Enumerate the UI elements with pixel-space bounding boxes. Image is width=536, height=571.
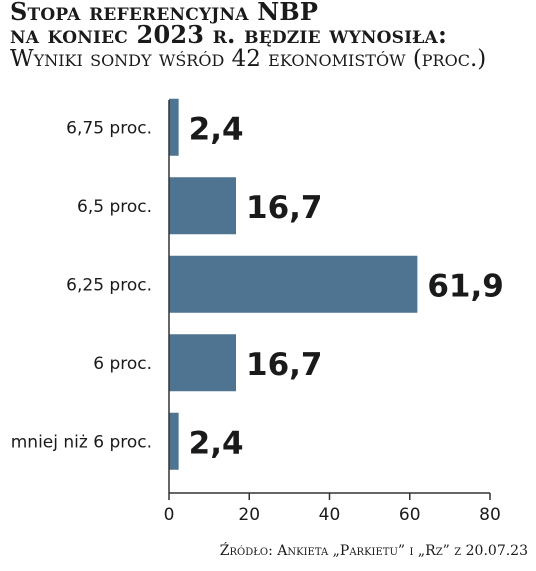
bar: [169, 98, 179, 156]
category-label: 6,5 proc.: [77, 197, 152, 217]
title-block: Stopa referencyjna NBP na koniec 2023 r.…: [10, 0, 530, 72]
x-tick-label: 80: [479, 505, 501, 525]
chart-title-line-2: na koniec 2023 r. będzie wynosiła:: [10, 20, 448, 49]
category-label: 6,75 proc.: [66, 118, 152, 138]
x-tick-label: 60: [399, 505, 421, 525]
category-label: mniej niż 6 proc.: [11, 432, 152, 452]
bar: [169, 177, 237, 235]
value-label: 2,4: [189, 111, 244, 147]
chart-title-line-1: Stopa referencyjna NBP: [10, 0, 319, 26]
bar: [169, 334, 237, 392]
source-note: Źródło: Ankieta „Parkietu” i „Rz” z 20.0…: [219, 543, 528, 559]
x-tick-label: 0: [164, 505, 175, 525]
value-label: 16,7: [246, 347, 322, 383]
category-label: 6 proc.: [93, 354, 152, 374]
category-label: 6,25 proc.: [66, 275, 152, 295]
chart-subtitle: Wyniki sondy wśród 42 ekonomistów (proc.…: [10, 46, 487, 72]
bar: [169, 412, 179, 470]
x-tick-label: 40: [319, 505, 341, 525]
x-tick-label: 20: [238, 505, 260, 525]
value-label: 16,7: [246, 190, 322, 226]
bar: [169, 255, 418, 313]
value-label: 2,4: [189, 425, 244, 461]
value-label: 61,9: [427, 268, 504, 304]
